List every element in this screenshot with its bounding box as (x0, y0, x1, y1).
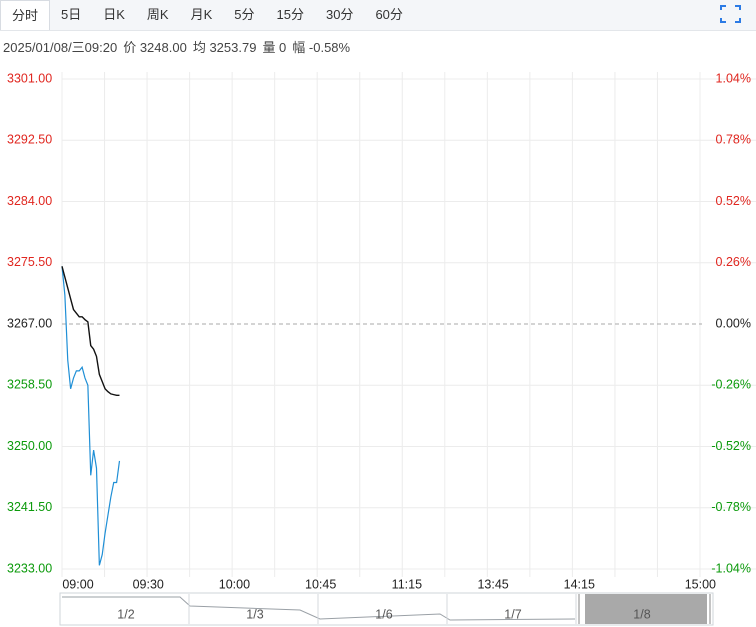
x-tick-label: 15:00 (685, 577, 716, 591)
y2-tick-label: 0.00% (716, 316, 751, 330)
price-line (61, 266, 120, 397)
info-line: 2025/01/08/三09:20 价 3248.00 均 3253.79 量 0 幅 … (3, 37, 356, 56)
y-tick-label: 3267.00 (7, 316, 52, 330)
y-tick-label: 3241.50 (7, 500, 52, 514)
navigator-window[interactable] (585, 594, 707, 624)
tab[interactable]: 5日 (61, 7, 82, 22)
tab[interactable]: 5分 (234, 7, 255, 22)
fullscreen-icon[interactable] (720, 5, 741, 23)
y-tick-label: 3233.00 (7, 561, 52, 575)
navigator-label: 1/7 (504, 607, 521, 621)
x-tick-label: 11:15 (392, 577, 422, 591)
y2-tick-label: 0.26% (716, 255, 751, 269)
x-tick-label: 09:00 (62, 577, 93, 591)
navigator-label: 1/6 (375, 607, 392, 621)
y-tick-label: 3292.50 (7, 133, 52, 147)
y2-tick-label: -0.52% (711, 439, 751, 453)
tab[interactable]: 日K (103, 7, 125, 22)
info-item: 2025/01/08/三09:20 (3, 40, 118, 55)
y2-tick-label: 0.52% (716, 194, 751, 208)
info-item: 价 3248.00 (123, 40, 187, 55)
x-tick-label: 13:45 (477, 577, 508, 591)
x-tick-label: 14:15 (564, 577, 595, 591)
tab-bar: 分时 5日 日K 周K 月K 5分 15分 30分 60分 (0, 0, 756, 31)
y-tick-label: 3250.00 (7, 439, 52, 453)
y2-tick-label: 0.78% (716, 133, 751, 147)
navigator-label: 1/2 (117, 607, 134, 621)
x-tick-label: 10:00 (219, 577, 250, 591)
info-item: 量 0 (262, 40, 287, 55)
tab[interactable]: 30分 (325, 7, 354, 22)
x-tick-label: 09:30 (133, 577, 164, 591)
info-item: 幅 -0.58% (292, 40, 351, 55)
tab[interactable]: 60分 (375, 7, 403, 22)
tab[interactable]: 周K (146, 7, 169, 22)
y2-tick-label: -0.26% (711, 378, 751, 392)
tab[interactable]: 分时 (0, 0, 51, 30)
y2-tick-label: -0.78% (711, 500, 751, 514)
y-tick-label: 3284.00 (7, 194, 52, 208)
navigator-overview (62, 596, 576, 621)
info-item: 均 3253.79 (192, 40, 257, 55)
y-tick-label: 3301.00 (7, 71, 52, 85)
x-tick-label: 10:45 (305, 577, 336, 591)
navigator-label: 1/3 (246, 607, 263, 621)
y-tick-label: 3275.50 (7, 255, 52, 269)
navigator-label: 1/8 (633, 607, 650, 621)
y2-tick-label: -1.04% (711, 561, 751, 575)
price-line (61, 266, 121, 566)
y2-tick-label: 1.04% (716, 71, 751, 85)
tab[interactable]: 15分 (276, 7, 304, 22)
tab[interactable]: 月K (190, 7, 213, 22)
y-tick-label: 3258.50 (7, 378, 52, 392)
